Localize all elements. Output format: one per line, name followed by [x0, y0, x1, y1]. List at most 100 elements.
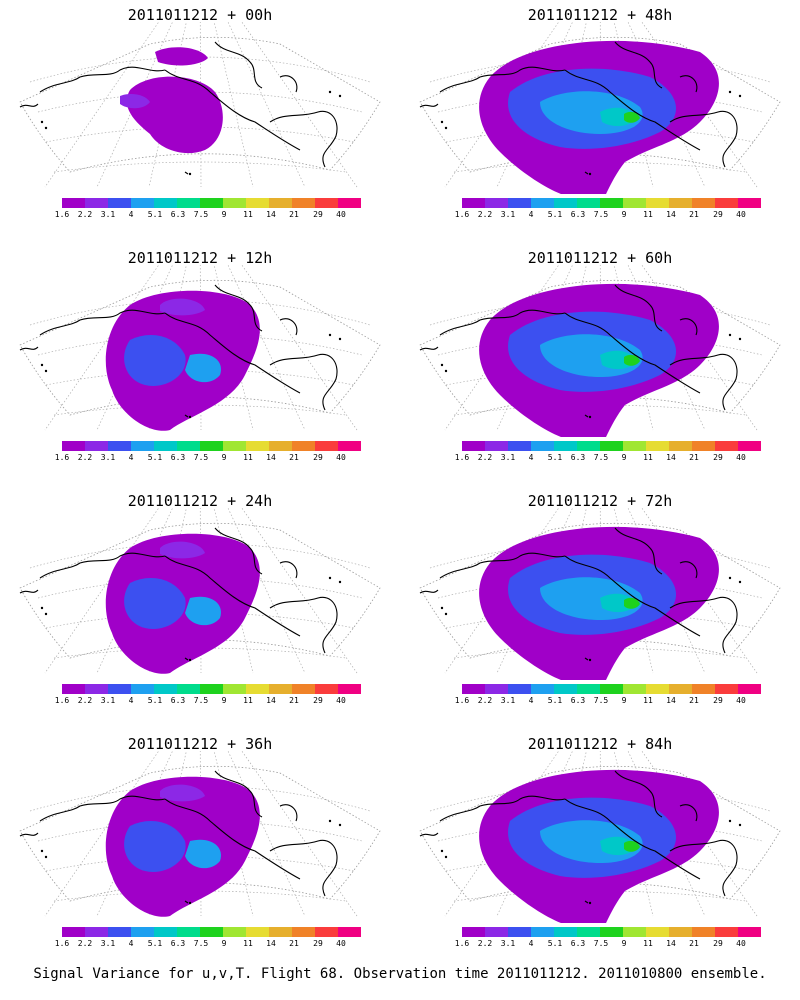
colorbar-swatch — [246, 441, 269, 451]
island-marker — [44, 855, 48, 859]
colorbar-swatch — [646, 198, 669, 208]
graticule-meridian — [241, 22, 358, 188]
island-marker — [338, 823, 342, 827]
colorbar-tick-label: 14 — [666, 939, 676, 948]
colorbar-tick-label: 14 — [266, 696, 276, 705]
colorbar-tick-label: 11 — [243, 453, 253, 462]
graticule-arc — [437, 334, 763, 356]
coastline — [439, 309, 566, 336]
island-marker — [444, 612, 448, 616]
colorbar-labels: 1.6 2.2 3.1 4 5.1 6.3 7.5 9 11 14 21 29 40 — [52, 939, 372, 951]
colorbar-swatch — [315, 441, 338, 451]
colorbar-swatch — [131, 198, 154, 208]
map-outline — [19, 37, 381, 173]
colorbar-tick-label: 9 — [621, 939, 627, 948]
colorbar-tick-label: 6.3 — [570, 696, 586, 705]
graticule-meridian — [627, 22, 706, 188]
colorbar-tick-label: 4 — [128, 210, 134, 219]
colorbar-tick-label: 11 — [243, 210, 253, 219]
colorbar-swatch — [177, 684, 200, 694]
colorbar-tick-label: 29 — [713, 453, 723, 462]
colorbar-swatch — [269, 441, 292, 451]
colorbar-swatch — [315, 198, 338, 208]
colorbar-swatch — [692, 927, 715, 937]
coastline — [564, 69, 701, 151]
island-marker — [44, 612, 48, 616]
colorbar-tick-label: 2.2 — [77, 453, 93, 462]
coastline — [614, 284, 663, 332]
coastline — [679, 75, 698, 93]
colorbar-tick-label: 9 — [621, 210, 627, 219]
colorbar-swatch — [508, 441, 531, 451]
colorbar-swatch — [62, 684, 85, 694]
colorbar-swatch — [485, 927, 508, 937]
colorbar-tick-label: 2.2 — [477, 210, 493, 219]
colorbar-swatch — [338, 441, 361, 451]
colorbar-swatch — [600, 441, 623, 451]
graticule-meridian — [227, 508, 306, 674]
colorbar-swatch — [623, 684, 646, 694]
coastline — [669, 353, 738, 411]
panel-title: 2011011212 + 24h — [127, 492, 273, 510]
graticule-meridian — [96, 22, 173, 188]
island-marker — [188, 172, 192, 176]
colorbar-tick-label: 3.1 — [100, 939, 116, 948]
colorbar-swatch — [223, 198, 246, 208]
colorbar-swatch — [292, 684, 315, 694]
map-panel: 2011011212 + 36h 1.6 2.2 3.1 4 5.1 6.3 7.5 9 11 14… — [0, 729, 400, 972]
colorbar-tick-label: 40 — [336, 453, 346, 462]
polar-map — [19, 751, 381, 917]
polar-map — [419, 751, 781, 923]
colorbar-labels: 1.6 2.2 3.1 4 5.1 6.3 7.5 9 11 14 21 29 40 — [52, 210, 372, 222]
colorbar-swatch — [223, 927, 246, 937]
coastline — [164, 798, 301, 880]
island-marker — [440, 849, 444, 853]
map-outline — [419, 37, 781, 173]
colorbar-tick-label: 40 — [736, 939, 746, 948]
island-marker — [40, 120, 44, 124]
colorbar-swatch — [738, 684, 761, 694]
colorbar-tick-label: 11 — [243, 696, 253, 705]
colorbar-tick-label: 29 — [313, 696, 323, 705]
colorbar-tick-label: 3.1 — [500, 696, 516, 705]
panel-title: 2011011212 + 36h — [127, 735, 273, 753]
colorbar-tick-label: 5.1 — [147, 696, 163, 705]
colorbar-tick-label: 6.3 — [570, 939, 586, 948]
colorbar-labels: 1.6 2.2 3.1 4 5.1 6.3 7.5 9 11 14 21 29 40 — [52, 453, 372, 465]
island-marker — [44, 369, 48, 373]
colorbar-tick-label: 40 — [736, 453, 746, 462]
panel-title: 2011011212 + 00h — [127, 6, 273, 24]
colorbar-swatch — [462, 684, 485, 694]
colorbar-tick-label: 21 — [689, 453, 699, 462]
colorbar-tick-label: 5.1 — [147, 453, 163, 462]
coastline — [269, 839, 338, 897]
variance-contour — [624, 840, 640, 852]
coastline — [679, 318, 698, 336]
colorbar-tick-label: 3.1 — [100, 453, 116, 462]
colorbar — [462, 684, 761, 694]
colorbar-tick-label: 5.1 — [147, 210, 163, 219]
coastline — [419, 589, 439, 594]
colorbar-swatch — [131, 441, 154, 451]
colorbar-tick-label: 7.5 — [193, 696, 209, 705]
coastline — [564, 798, 701, 880]
colorbar-tick-label: 3.1 — [500, 939, 516, 948]
coastline — [39, 309, 166, 336]
variance-contour — [160, 298, 205, 316]
colorbar-labels: 1.6 2.2 3.1 4 5.1 6.3 7.5 9 11 14 21 29 40 — [452, 696, 772, 708]
panel-title: 2011011212 + 60h — [527, 249, 673, 267]
colorbar-tick-label: 11 — [243, 939, 253, 948]
colorbar-swatch — [338, 198, 361, 208]
colorbar-tick-label: 40 — [336, 210, 346, 219]
colorbar-swatch — [200, 198, 223, 208]
island-marker — [440, 363, 444, 367]
colorbar-tick-label: 9 — [221, 210, 227, 219]
colorbar-swatch — [338, 927, 361, 937]
graticule-meridian — [241, 751, 358, 917]
coastline — [19, 832, 39, 837]
colorbar-tick-label: 4 — [528, 210, 534, 219]
colorbar-tick-label: 21 — [289, 210, 299, 219]
colorbar-tick-label: 7.5 — [193, 453, 209, 462]
colorbar-swatch — [669, 441, 692, 451]
colorbar-tick-label: 14 — [666, 696, 676, 705]
